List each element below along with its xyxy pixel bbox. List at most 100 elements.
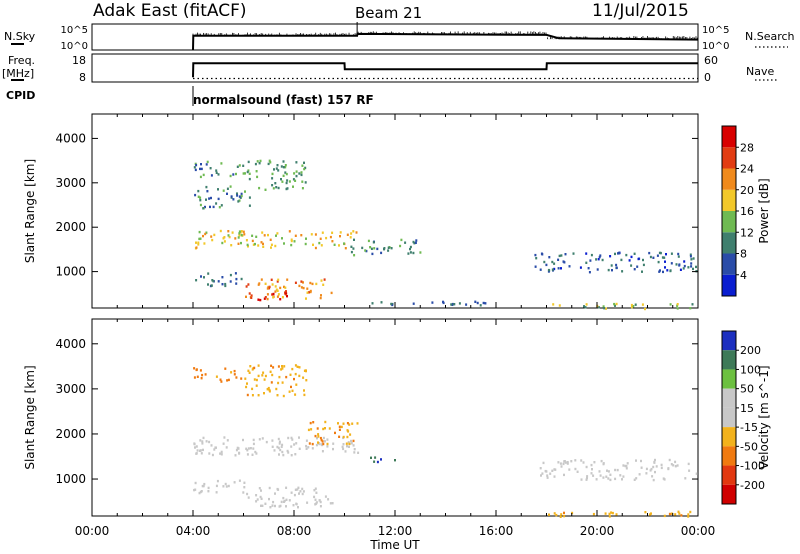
power-ytick-label: 4000 xyxy=(55,131,86,145)
velocity-echo-cell xyxy=(566,462,569,465)
velocity-echo-cell xyxy=(255,494,258,497)
power-echo-cell xyxy=(304,181,307,184)
velocity-echo-cell xyxy=(326,442,329,446)
power-echo-cell xyxy=(277,293,280,296)
power-echo-cell xyxy=(246,170,249,174)
velocity-echo-cell xyxy=(586,476,588,480)
power-echo-cell xyxy=(248,292,251,295)
velocity-echo-cell xyxy=(222,442,225,445)
power-echo-cell xyxy=(276,164,279,167)
power-colorbar-cell xyxy=(722,274,736,296)
power-echo-cell xyxy=(195,163,198,167)
power-echo-cell xyxy=(283,285,285,289)
velocity-echo-cell xyxy=(248,371,251,374)
power-echo-layer xyxy=(193,159,698,311)
power-echo-cell xyxy=(690,265,693,268)
velocity-echo-cell xyxy=(283,365,286,368)
velocity-echo-cell xyxy=(210,444,213,447)
velocity-echo-cell xyxy=(274,492,276,495)
power-echo-cell xyxy=(275,167,278,170)
power-echo-cell xyxy=(678,263,681,266)
power-echo-cell xyxy=(281,237,283,240)
velocity-echo-cell xyxy=(298,447,301,450)
power-echo-cell xyxy=(601,258,604,262)
velocity-echo-cell xyxy=(677,510,680,513)
velocity-echo-cell xyxy=(645,472,648,475)
velocity-echo-cell xyxy=(296,488,299,491)
freq-left-tick: 18 xyxy=(72,54,86,67)
velocity-echo-cell xyxy=(205,440,208,443)
velocity-echo-cell xyxy=(635,477,638,480)
power-echo-cell xyxy=(644,307,646,311)
velocity-echo-cell xyxy=(352,439,355,443)
velocity-echo-cell xyxy=(265,440,268,444)
power-echo-cell xyxy=(400,238,403,242)
velocity-echo-cell xyxy=(626,462,629,465)
velocity-echo-cell xyxy=(238,479,241,482)
power-echo-cell xyxy=(610,264,613,267)
velocity-echo-cell xyxy=(676,464,679,467)
power-echo-cell xyxy=(222,189,225,192)
velocity-echo-cell xyxy=(280,445,283,448)
power-echo-cell xyxy=(242,172,245,175)
velocity-echo-cell xyxy=(244,377,247,380)
velocity-echo-cell xyxy=(255,452,258,455)
power-echo-cell xyxy=(288,230,291,233)
power-echo-cell xyxy=(292,178,295,181)
power-echo-cell xyxy=(295,174,298,178)
power-echo-cell xyxy=(221,241,224,245)
power-echo-cell xyxy=(689,307,692,310)
power-echo-cell xyxy=(371,302,374,305)
velocity-echo-cell xyxy=(235,376,238,379)
power-echo-cell xyxy=(339,231,342,234)
velocity-echo-cell xyxy=(281,443,284,447)
freq-unit-label: [MHz] xyxy=(2,67,35,80)
time-tick-label: 00:00 xyxy=(681,524,716,538)
power-echo-cell xyxy=(284,164,287,167)
velocity-echo-cell xyxy=(249,447,252,450)
power-echo-cell xyxy=(240,233,243,237)
power-echo-cell xyxy=(669,303,672,306)
velocity-echo-cell xyxy=(283,499,286,503)
power-echo-cell xyxy=(545,263,548,267)
power-echo-cell xyxy=(589,259,592,262)
power-echo-cell xyxy=(689,253,692,256)
power-echo-cell xyxy=(664,260,666,263)
velocity-echo-cell xyxy=(319,500,322,504)
power-echo-cell xyxy=(609,255,612,258)
velocity-echo-cell xyxy=(285,375,288,379)
power-colorbar-label: 12 xyxy=(740,226,754,239)
velocity-echo-cell xyxy=(616,468,619,472)
velocity-echo-cell xyxy=(303,389,305,392)
velocity-echo-cell xyxy=(576,470,579,473)
power-echo-cell xyxy=(251,239,254,243)
velocity-echo-cell xyxy=(313,489,316,492)
power-echo-cell xyxy=(539,268,542,271)
velocity-echo-cell xyxy=(256,498,259,501)
velocity-echo-cell xyxy=(246,393,249,397)
velocity-echo-cell xyxy=(193,488,196,492)
power-echo-cell xyxy=(412,240,415,244)
power-echo-cell xyxy=(285,181,288,185)
power-echo-cell xyxy=(585,252,588,255)
velocity-echo-cell xyxy=(257,394,260,397)
power-echo-cell xyxy=(274,285,277,288)
velocity-echo-cell xyxy=(645,467,648,471)
velocity-echo-cell xyxy=(350,439,352,443)
freq-panel-frame xyxy=(91,53,699,83)
power-echo-cell xyxy=(268,285,271,289)
power-echo-cell xyxy=(200,163,202,166)
velocity-echo-cell xyxy=(223,436,226,439)
power-echo-cell xyxy=(339,235,341,238)
velocity-echo-cell xyxy=(201,373,204,377)
power-echo-cell xyxy=(309,289,312,293)
velocity-echo-cell xyxy=(295,442,298,445)
power-echo-cell xyxy=(207,272,210,275)
power-echo-cell xyxy=(419,251,422,254)
velocity-echo-cell xyxy=(667,467,670,471)
power-echo-cell xyxy=(284,166,287,169)
velocity-ylabel: Slant Range [km] xyxy=(23,365,37,469)
power-colorbar-cell xyxy=(722,126,736,148)
power-echo-cell xyxy=(615,263,618,267)
velocity-echo-cell xyxy=(196,375,199,378)
